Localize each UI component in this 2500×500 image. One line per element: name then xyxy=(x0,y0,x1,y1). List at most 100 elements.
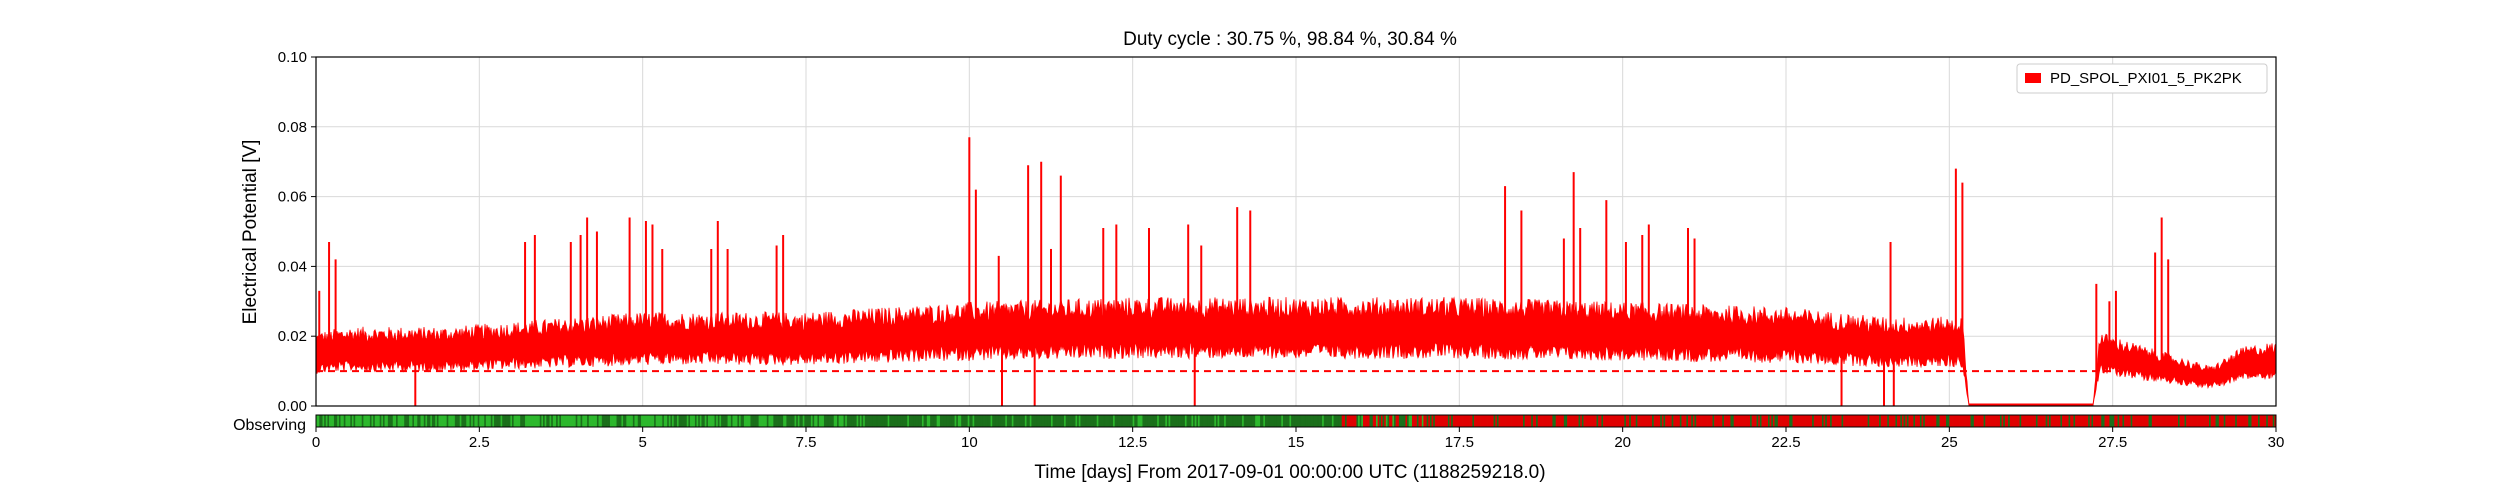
segment-block xyxy=(1348,415,1351,427)
segment-block xyxy=(1821,415,1824,427)
segment-block xyxy=(1964,415,1966,427)
segment-block xyxy=(2106,415,2109,427)
segment-block xyxy=(2120,415,2123,427)
segment-block xyxy=(1480,415,1483,427)
segment-block xyxy=(2240,415,2242,427)
segment-block xyxy=(838,415,841,427)
segment-block xyxy=(1702,415,1705,427)
segment-block xyxy=(1705,415,1708,427)
segment-block xyxy=(730,415,733,427)
segment-block xyxy=(904,415,906,427)
segment-block xyxy=(409,415,412,427)
segment-block xyxy=(853,415,856,427)
segment-block xyxy=(2227,415,2229,427)
observing-segment-bar xyxy=(315,414,2277,428)
segment-block xyxy=(1194,415,1197,427)
segment-block xyxy=(1768,415,1770,427)
segment-block xyxy=(652,415,655,427)
segment-block xyxy=(1198,415,1200,427)
segment-block xyxy=(1518,415,1521,427)
segment-block xyxy=(2109,415,2112,427)
segment-block xyxy=(1547,415,1550,427)
segment-block xyxy=(735,415,738,427)
segment-block xyxy=(1358,415,1360,427)
segment-block xyxy=(508,415,511,427)
segment-block xyxy=(959,415,962,427)
segment-block xyxy=(2233,415,2236,427)
x-tick-label: 7.5 xyxy=(796,434,817,451)
segment-block xyxy=(445,415,447,427)
segment-block xyxy=(698,415,701,427)
segment-block xyxy=(400,415,403,427)
segment-block xyxy=(1243,415,1246,427)
segment-block xyxy=(1464,415,1467,427)
segment-block xyxy=(614,415,617,427)
segment-block xyxy=(1893,415,1896,427)
segment-block xyxy=(1132,415,1135,427)
segment-block xyxy=(623,415,625,427)
segment-block xyxy=(771,415,774,427)
segment-block xyxy=(1929,415,1932,427)
segment-block xyxy=(1536,415,1539,427)
segment-block xyxy=(1372,415,1375,427)
segment-block xyxy=(1792,415,1795,427)
segment-block xyxy=(1895,415,1898,427)
segment-block xyxy=(1921,415,1924,427)
segment-block xyxy=(1727,415,1730,427)
x-tick-label: 25 xyxy=(1941,434,1958,451)
segment-block xyxy=(2168,415,2171,427)
segment-block xyxy=(2102,415,2105,427)
segment-block xyxy=(641,415,643,427)
segment-block xyxy=(1139,415,1142,427)
segment-block xyxy=(763,415,766,427)
segment-block xyxy=(1307,415,1310,427)
segment-block xyxy=(2256,415,2259,427)
segment-block xyxy=(1516,415,1519,427)
segment-block xyxy=(1735,415,1738,427)
segment-block xyxy=(866,415,869,427)
segment-block xyxy=(412,415,415,427)
segment-block xyxy=(712,415,715,427)
segment-block xyxy=(1624,415,1627,427)
segment-block xyxy=(1688,415,1690,427)
segment-block xyxy=(663,415,666,427)
segment-block xyxy=(1207,415,1210,427)
segment-block xyxy=(1591,415,1594,427)
segment-block xyxy=(2163,415,2166,427)
segment-block xyxy=(518,415,521,427)
segment-block xyxy=(2195,415,2198,427)
segment-block xyxy=(1663,415,1666,427)
segment-block xyxy=(2142,415,2144,427)
segment-block xyxy=(572,415,575,427)
segment-block xyxy=(874,415,877,427)
segment-block xyxy=(1944,415,1947,427)
segment-block xyxy=(2215,415,2218,427)
segment-block xyxy=(423,415,426,427)
segment-block xyxy=(1230,415,1233,427)
segment-block xyxy=(2045,415,2048,427)
segment-block xyxy=(706,415,709,427)
segment-block xyxy=(1082,415,1084,427)
segment-block xyxy=(872,415,875,427)
segment-block xyxy=(333,415,336,427)
segment-block xyxy=(740,415,743,427)
segment-block xyxy=(1962,415,1965,427)
segment-block xyxy=(908,415,911,427)
segment-block xyxy=(1109,415,1112,427)
segment-block xyxy=(1797,415,1800,427)
segment-block xyxy=(405,415,408,427)
segment-block xyxy=(580,415,583,427)
segment-block xyxy=(1772,415,1775,427)
segment-block xyxy=(1777,415,1780,427)
segment-block xyxy=(830,415,833,427)
segment-block xyxy=(985,415,988,427)
segment-block xyxy=(1315,415,1318,427)
segment-block xyxy=(887,415,890,427)
segment-block xyxy=(2160,415,2162,427)
segment-block xyxy=(2143,415,2146,427)
segment-block xyxy=(396,415,398,427)
segment-block xyxy=(794,415,797,427)
segment-block xyxy=(461,415,464,427)
segment-block xyxy=(320,415,323,427)
segment-block xyxy=(1523,415,1525,427)
